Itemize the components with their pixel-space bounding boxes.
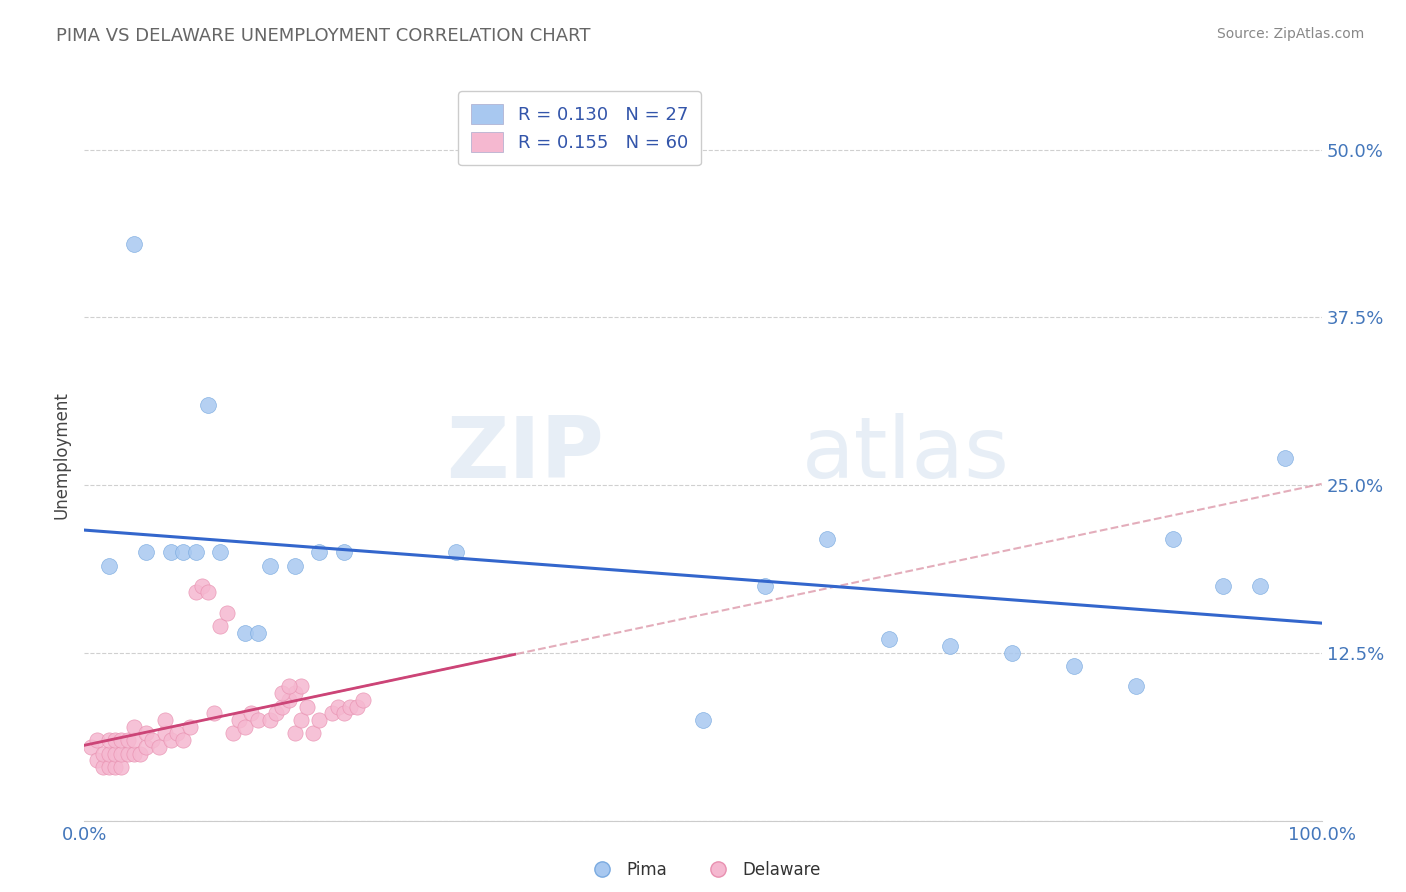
Point xyxy=(79,739,101,754)
Point xyxy=(209,619,232,633)
Point xyxy=(91,760,114,774)
Point xyxy=(179,720,201,734)
Point xyxy=(141,733,163,747)
Point xyxy=(1001,646,1024,660)
Point xyxy=(1063,659,1085,673)
Point xyxy=(91,747,114,761)
Point xyxy=(209,545,232,559)
Legend: Pima, Delaware: Pima, Delaware xyxy=(578,855,828,886)
Point xyxy=(222,726,245,740)
Point xyxy=(184,545,207,559)
Point xyxy=(815,532,838,546)
Point xyxy=(122,236,145,251)
Point xyxy=(191,579,214,593)
Text: PIMA VS DELAWARE UNEMPLOYMENT CORRELATION CHART: PIMA VS DELAWARE UNEMPLOYMENT CORRELATIO… xyxy=(56,27,591,45)
Point xyxy=(264,706,287,721)
Point xyxy=(308,713,330,727)
Point xyxy=(98,558,121,573)
Point xyxy=(153,713,176,727)
Point xyxy=(259,713,281,727)
Point xyxy=(135,726,157,740)
Point xyxy=(153,726,176,740)
Point xyxy=(197,398,219,412)
Point xyxy=(117,733,139,747)
Point xyxy=(290,713,312,727)
Point xyxy=(104,760,127,774)
Point xyxy=(135,545,157,559)
Point xyxy=(215,606,238,620)
Point xyxy=(135,739,157,754)
Point xyxy=(122,747,145,761)
Point xyxy=(86,753,108,767)
Point xyxy=(228,713,250,727)
Point xyxy=(122,733,145,747)
Y-axis label: Unemployment: Unemployment xyxy=(52,391,70,519)
Point xyxy=(308,545,330,559)
Point xyxy=(148,739,170,754)
Text: atlas: atlas xyxy=(801,413,1010,497)
Point xyxy=(333,545,356,559)
Point xyxy=(295,699,318,714)
Point xyxy=(246,713,269,727)
Point xyxy=(117,747,139,761)
Point xyxy=(129,747,152,761)
Point xyxy=(202,706,225,721)
Point xyxy=(197,585,219,599)
Point xyxy=(1249,579,1271,593)
Point xyxy=(1161,532,1184,546)
Point xyxy=(160,733,183,747)
Point xyxy=(98,747,121,761)
Point xyxy=(246,625,269,640)
Point xyxy=(110,747,132,761)
Point xyxy=(104,747,127,761)
Point xyxy=(290,680,312,694)
Point xyxy=(172,545,194,559)
Point xyxy=(160,545,183,559)
Point xyxy=(122,720,145,734)
Point xyxy=(233,720,256,734)
Point xyxy=(277,693,299,707)
Point xyxy=(110,760,132,774)
Point xyxy=(1212,579,1234,593)
Point xyxy=(86,733,108,747)
Text: ZIP: ZIP xyxy=(446,413,605,497)
Point xyxy=(259,558,281,573)
Point xyxy=(939,639,962,653)
Point xyxy=(326,699,349,714)
Point xyxy=(321,706,343,721)
Point xyxy=(754,579,776,593)
Point xyxy=(444,545,467,559)
Point xyxy=(172,733,194,747)
Point xyxy=(333,706,356,721)
Point xyxy=(1125,680,1147,694)
Point xyxy=(877,632,900,647)
Point xyxy=(98,733,121,747)
Point xyxy=(692,713,714,727)
Point xyxy=(352,693,374,707)
Point xyxy=(1274,451,1296,466)
Point xyxy=(104,733,127,747)
Text: Source: ZipAtlas.com: Source: ZipAtlas.com xyxy=(1216,27,1364,41)
Point xyxy=(284,686,307,700)
Point xyxy=(98,760,121,774)
Point xyxy=(184,585,207,599)
Point xyxy=(284,726,307,740)
Point xyxy=(339,699,361,714)
Point xyxy=(271,686,294,700)
Point xyxy=(233,625,256,640)
Point xyxy=(240,706,263,721)
Point xyxy=(302,726,325,740)
Point xyxy=(284,558,307,573)
Point xyxy=(346,699,368,714)
Point xyxy=(110,733,132,747)
Point xyxy=(277,680,299,694)
Point xyxy=(271,699,294,714)
Point xyxy=(166,726,188,740)
